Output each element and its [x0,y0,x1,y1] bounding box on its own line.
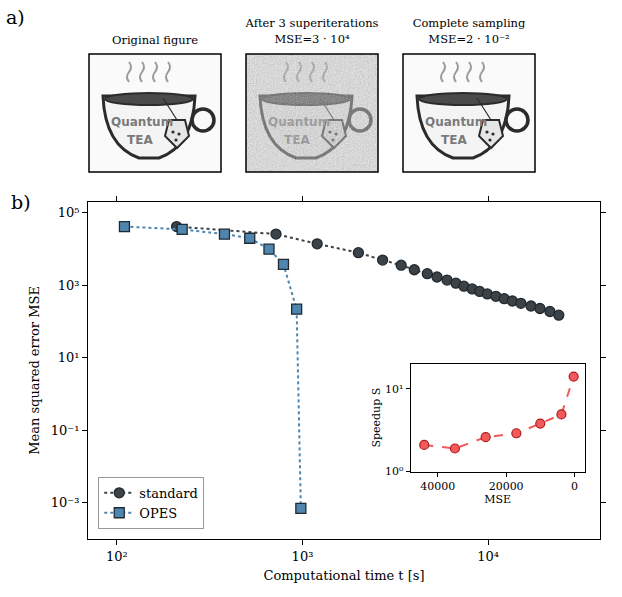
svg-text:10⁻³: 10⁻³ [51,495,80,510]
svg-text:10³: 10³ [58,278,80,293]
svg-text:MSE=3 · 10⁴: MSE=3 · 10⁴ [274,32,350,46]
svg-text:Mean squared error MSE: Mean squared error MSE [27,286,42,455]
svg-text:After 3 superiterations: After 3 superiterations [245,16,379,30]
svg-text:10⁰: 10⁰ [385,465,404,478]
svg-text:OPES: OPES [139,506,177,521]
svg-text:Quantum: Quantum [425,115,487,129]
svg-text:Speedup S: Speedup S [370,388,383,448]
svg-text:b): b) [11,191,31,213]
svg-text:Computational time t [s]: Computational time t [s] [263,568,424,583]
svg-text:TEA: TEA [441,133,467,147]
svg-text:10¹: 10¹ [385,383,403,396]
svg-text:a): a) [6,6,25,28]
svg-text:10³: 10³ [292,549,314,564]
svg-text:40000: 40000 [420,480,455,493]
svg-text:0: 0 [571,480,578,493]
svg-text:10⁵: 10⁵ [58,205,80,220]
svg-text:Quantum: Quantum [111,115,173,129]
svg-text:10⁻¹: 10⁻¹ [51,423,80,438]
svg-text:TEA: TEA [127,133,153,147]
svg-text:Original figure: Original figure [112,33,198,47]
svg-text:MSE: MSE [484,493,511,506]
svg-text:10²: 10² [106,549,128,564]
svg-text:MSE=2 · 10⁻²: MSE=2 · 10⁻² [428,32,509,46]
svg-text:20000: 20000 [489,480,524,493]
svg-text:10¹: 10¹ [58,350,80,365]
svg-text:Complete sampling: Complete sampling [413,16,526,30]
svg-text:10⁴: 10⁴ [477,549,499,564]
svg-text:standard: standard [139,486,198,501]
